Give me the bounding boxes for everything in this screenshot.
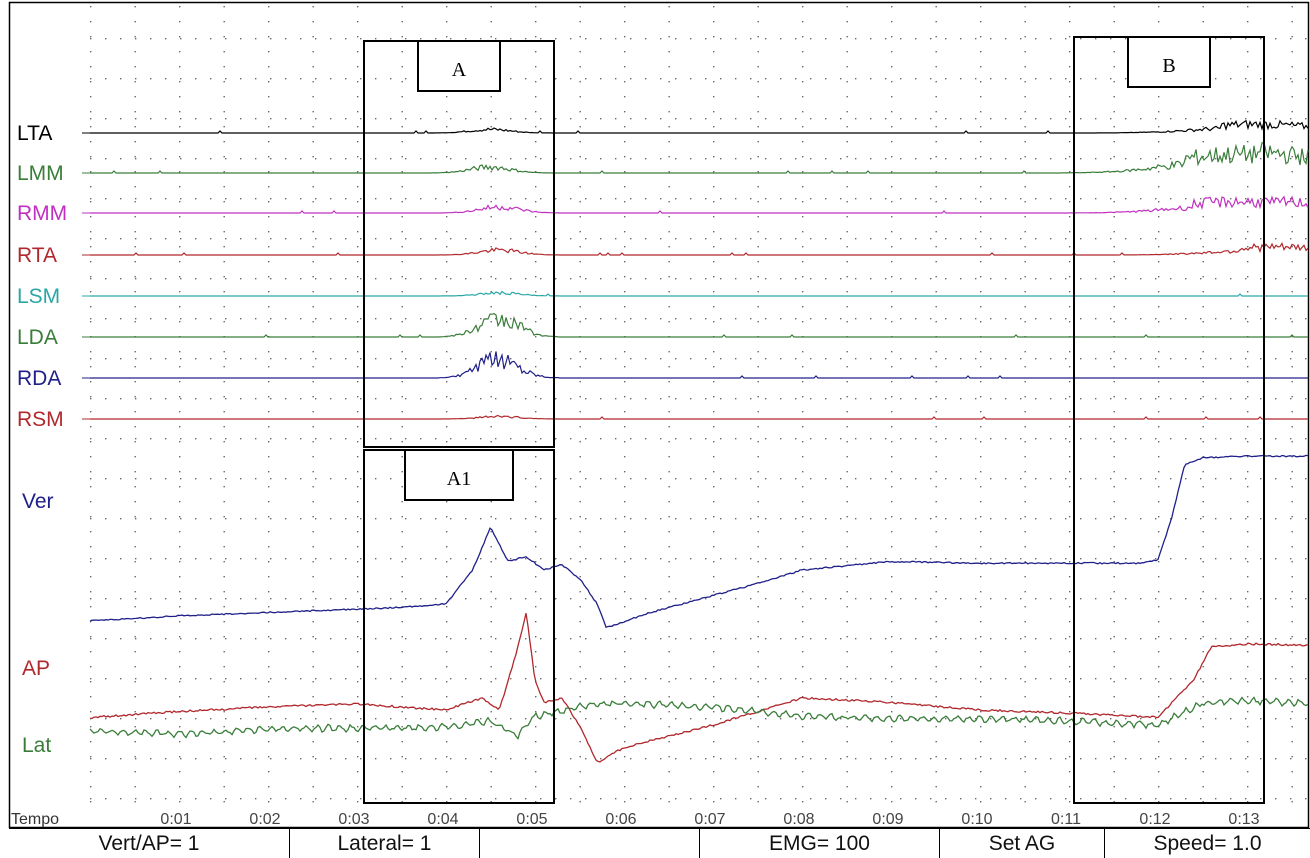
x-tick-label: 0:07	[694, 811, 725, 828]
annotation-box-a1	[364, 450, 554, 803]
emg-trace-lta	[90, 121, 1308, 133]
status-set-ag[interactable]: Set AG	[940, 829, 1105, 858]
emg-trace-rsm	[90, 416, 1308, 420]
x-tick-label: 0:04	[427, 811, 458, 828]
force-trace-ap	[90, 613, 1308, 762]
channel-label-lat: Lat	[22, 734, 51, 757]
x-tick-label: 0:05	[516, 811, 547, 828]
channel-label-rmm: RMM	[17, 202, 67, 225]
x-tick-label: 0:01	[160, 811, 191, 828]
status-emg[interactable]: EMG= 100	[700, 829, 940, 858]
emg-trace-rta	[90, 243, 1308, 255]
status-bar: Vert/AP= 1 Lateral= 1 EMG= 100 Set AG Sp…	[9, 828, 1310, 858]
annotation-box-a	[364, 41, 554, 447]
channel-label-rsm: RSM	[17, 408, 64, 431]
grid-dots	[90, 6, 1310, 802]
status-speed[interactable]: Speed= 1.0	[1105, 829, 1310, 858]
status-vert-ap[interactable]: Vert/AP= 1	[9, 829, 290, 858]
x-tick-label: 0:11	[1051, 811, 1081, 828]
emg-trace-lmm	[90, 142, 1308, 173]
emg-trace-lsm	[90, 292, 1308, 297]
x-tick-label: 0:03	[338, 811, 369, 828]
x-axis-label: Tempo	[11, 811, 59, 828]
emg-trace-rda	[90, 352, 1308, 379]
status-empty-1[interactable]	[480, 829, 700, 858]
channel-label-lmm: LMM	[17, 162, 64, 185]
channel-label-ver: Ver	[22, 490, 54, 513]
channel-label-ap: AP	[22, 657, 50, 680]
channel-label-lsm: LSM	[17, 285, 60, 308]
channel-label-rda: RDA	[17, 367, 61, 390]
annotation-label-a: A	[452, 59, 467, 81]
x-tick-label: 0:08	[783, 811, 814, 828]
force-trace-ver	[90, 455, 1308, 627]
x-tick-label: 0:12	[1139, 811, 1170, 828]
x-tick-label: 0:10	[961, 811, 992, 828]
annotation-box-b	[1074, 37, 1264, 803]
emg-trace-lda	[90, 314, 1308, 337]
channel-label-lda: LDA	[17, 326, 58, 349]
x-tick-label: 0:02	[249, 811, 280, 828]
channel-label-rta: RTA	[17, 244, 57, 267]
annotation-label-b: B	[1162, 55, 1175, 77]
emg-force-chart: A A1 B LTA LMM RMM RTA LSM LDA RDA RSM Ver AP Lat Te…	[0, 0, 1310, 828]
x-tick-label: 0:09	[872, 811, 903, 828]
channel-label-lta: LTA	[17, 122, 52, 145]
x-tick-label: 0:06	[605, 811, 636, 828]
x-tick-label: 0:13	[1228, 811, 1259, 828]
status-lateral[interactable]: Lateral= 1	[290, 829, 480, 858]
annotation-label-a1: A1	[447, 468, 471, 490]
